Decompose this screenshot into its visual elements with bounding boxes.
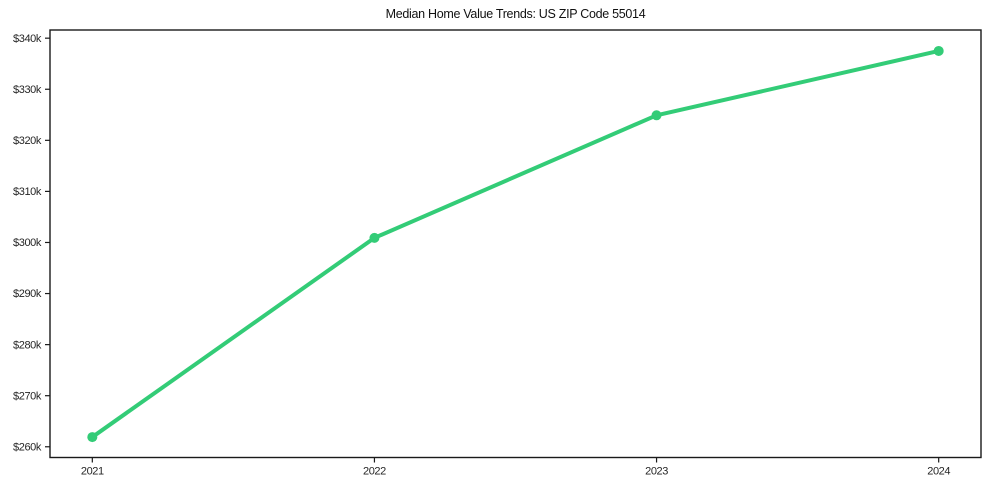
y-tick-label: $260k bbox=[13, 441, 42, 453]
chart-title: Median Home Value Trends: US ZIP Code 55… bbox=[386, 7, 646, 21]
x-tick-label: 2023 bbox=[645, 466, 668, 478]
data-point-2023 bbox=[651, 110, 662, 121]
y-tick-label: $290k bbox=[13, 288, 42, 300]
y-tick-label: $320k bbox=[13, 135, 42, 147]
y-tick-label: $310k bbox=[13, 186, 42, 198]
data-point-2024 bbox=[933, 45, 944, 56]
x-axis: 2021 2022 2023 2024 bbox=[81, 457, 951, 478]
data-point-2022 bbox=[369, 232, 380, 243]
x-tick-label: 2024 bbox=[927, 466, 950, 478]
data-point-2021 bbox=[87, 432, 98, 443]
y-tick-label: $300k bbox=[13, 237, 42, 249]
series-line-layer bbox=[87, 45, 944, 443]
y-tick-label: $270k bbox=[13, 390, 42, 402]
y-tick-label: $280k bbox=[13, 339, 42, 351]
y-tick-label: $330k bbox=[13, 84, 42, 96]
x-tick-label: 2022 bbox=[363, 466, 386, 478]
plot-border bbox=[49, 29, 982, 459]
y-tick-label: $340k bbox=[13, 33, 42, 45]
trend-line bbox=[90, 48, 941, 440]
y-axis: $260k $270k $280k $290k $300k $310k $320k $330k… bbox=[13, 33, 50, 453]
x-tick-label: 2021 bbox=[81, 466, 104, 478]
